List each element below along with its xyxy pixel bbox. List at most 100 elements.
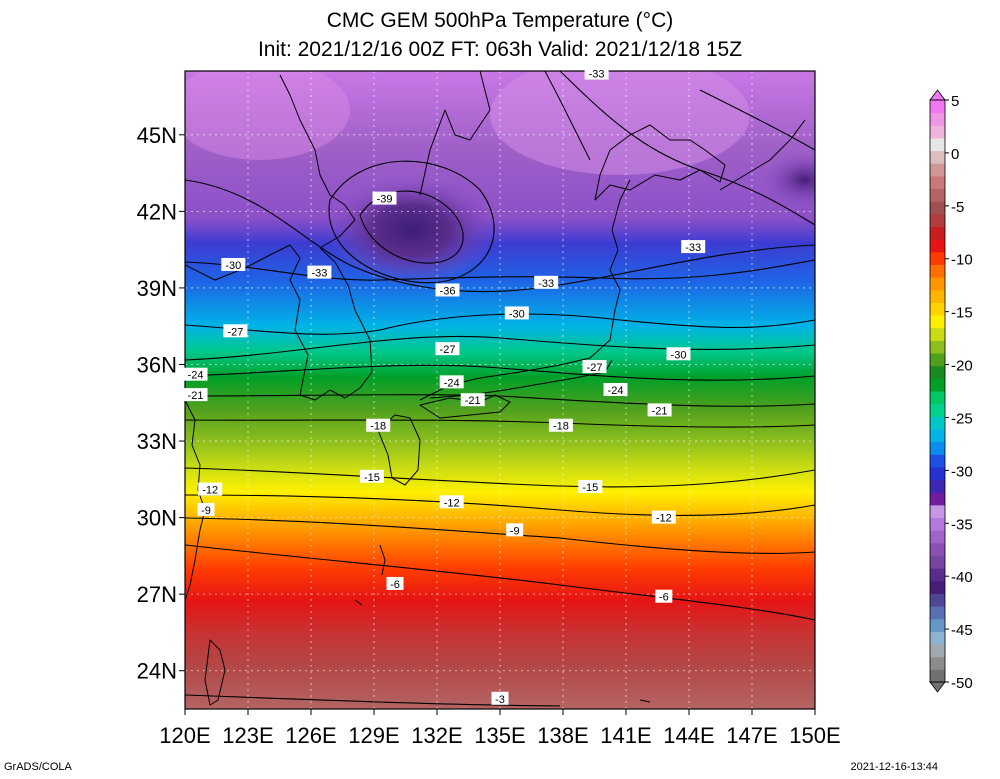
map-title: CMC GEM 500hPa Temperature (°C) bbox=[326, 9, 674, 32]
colorbar-swatch bbox=[930, 618, 945, 632]
lat-tick-label: 24N bbox=[137, 659, 177, 684]
colorbar-label: -25 bbox=[951, 410, 973, 427]
contour-label: -39 bbox=[377, 194, 393, 206]
colorbar-swatch bbox=[930, 542, 945, 556]
contour-label-box bbox=[491, 691, 509, 705]
contour-label-box bbox=[359, 469, 384, 483]
contour-label-box bbox=[435, 342, 460, 356]
contour-label-box bbox=[221, 257, 246, 271]
colorbar-swatch bbox=[930, 175, 945, 190]
lon-tick-label: 141E bbox=[600, 723, 651, 748]
warm-pocket bbox=[490, 71, 750, 175]
contour-label: -30 bbox=[671, 349, 687, 361]
contour-label-box bbox=[655, 589, 673, 603]
lon-tick-label: 120E bbox=[159, 723, 210, 748]
colorbar-label: -40 bbox=[951, 569, 973, 586]
colorbar-label: -50 bbox=[951, 675, 973, 692]
contour-label: -21 bbox=[652, 405, 668, 417]
colorbar-swatch bbox=[930, 593, 945, 607]
lat-tick-label: 39N bbox=[137, 276, 177, 301]
contour-label: -9 bbox=[510, 525, 520, 537]
colorbar-swatch bbox=[930, 277, 945, 291]
colorbar-swatch bbox=[930, 327, 945, 341]
contour-label-box bbox=[198, 482, 223, 496]
contour-label: -33 bbox=[538, 278, 554, 290]
colorbar-swatch bbox=[930, 378, 945, 392]
lon-tick-label: 132E bbox=[411, 723, 462, 748]
colorbar-swatch bbox=[930, 644, 945, 658]
contour-label-box bbox=[386, 576, 404, 590]
colorbar-swatch bbox=[930, 403, 945, 417]
colorbar-swatch bbox=[930, 631, 945, 645]
colorbar-label: -15 bbox=[951, 305, 973, 322]
contour-label-box bbox=[534, 275, 559, 289]
contour-label: -27 bbox=[227, 326, 243, 338]
colorbar-swatch bbox=[930, 428, 945, 443]
colorbar-swatch bbox=[930, 441, 945, 455]
colorbar-swatch bbox=[930, 466, 945, 481]
colorbar-swatch bbox=[930, 112, 945, 126]
contour-label: -21 bbox=[188, 390, 204, 402]
lat-tick-label: 27N bbox=[137, 582, 177, 607]
contour-label-box bbox=[681, 240, 706, 254]
colorbar-swatch bbox=[930, 137, 945, 152]
contour-label-box bbox=[366, 418, 391, 432]
colorbar-swatch bbox=[930, 251, 945, 265]
contour-label: -15 bbox=[364, 472, 380, 484]
colorbar-swatch bbox=[930, 504, 945, 519]
contour-label-box bbox=[223, 324, 248, 338]
contour-label: -3 bbox=[495, 694, 505, 706]
contour-label: -12 bbox=[202, 485, 218, 497]
contour-label: -6 bbox=[390, 579, 400, 591]
colorbar-swatch bbox=[930, 530, 945, 544]
contour-label-box bbox=[435, 283, 460, 297]
colorbar-swatch bbox=[930, 492, 945, 506]
contour-label-box bbox=[439, 495, 464, 509]
lat-tick-label: 42N bbox=[137, 199, 177, 224]
colorbar-swatch bbox=[930, 656, 945, 670]
footer-timestamp: 2021-12-16-13:44 bbox=[850, 761, 938, 773]
colorbar-label: 5 bbox=[951, 93, 959, 110]
contour-label-box bbox=[578, 479, 603, 493]
lon-tick-label: 144E bbox=[663, 723, 714, 748]
colorbar-swatch bbox=[930, 391, 945, 405]
lon-tick-label: 147E bbox=[726, 723, 777, 748]
warm-pocket-west bbox=[185, 71, 350, 160]
footer-credit: GrADS/COLA bbox=[4, 761, 72, 773]
contour-label-box bbox=[183, 367, 208, 381]
colorbar-label: -35 bbox=[951, 516, 973, 533]
colorbar-swatch bbox=[930, 606, 945, 620]
colorbar-label: -30 bbox=[951, 463, 973, 480]
cold-core bbox=[327, 175, 497, 285]
contour-label: -24 bbox=[608, 385, 624, 397]
contour-label-box bbox=[603, 383, 628, 396]
colorbar-swatch bbox=[930, 201, 945, 215]
contour-label: -30 bbox=[225, 260, 241, 272]
colorbar-swatch bbox=[930, 580, 945, 594]
colorbar-frame bbox=[929, 99, 946, 683]
colorbar-swatch bbox=[930, 454, 945, 468]
contour-labels: -39-36-33-33-33-30-30-30-27-27-27-24-24-… bbox=[183, 66, 706, 706]
contour-label: -21 bbox=[465, 395, 481, 407]
contour-label: -33 bbox=[311, 268, 327, 280]
colorbar-swatch bbox=[930, 289, 945, 303]
colorbar-swatch bbox=[930, 568, 945, 582]
colorbar-swatch bbox=[930, 163, 945, 177]
contour-label: -36 bbox=[440, 285, 456, 297]
colorbar-swatch bbox=[930, 239, 945, 253]
colorbar-swatch bbox=[930, 669, 945, 683]
isotherm-contours bbox=[185, 71, 815, 707]
colorbar-swatch bbox=[930, 416, 945, 430]
contour-label-box bbox=[307, 265, 332, 279]
lat-tick-label: 36N bbox=[137, 352, 177, 377]
colorbar-swatch bbox=[930, 365, 945, 379]
axis-ticks: 120E 123E 126E 129E 132E 135E 138E 141E 144E 147E… bbox=[137, 123, 841, 748]
contour-label-box bbox=[548, 418, 573, 432]
contour-label: -33 bbox=[685, 242, 701, 254]
colorbar-swatch bbox=[930, 315, 945, 329]
colorbar-swatch bbox=[930, 213, 945, 228]
lon-tick-label: 138E bbox=[537, 723, 588, 748]
colorbar-arrow-top bbox=[929, 89, 946, 101]
colorbar-swatch bbox=[930, 353, 945, 367]
